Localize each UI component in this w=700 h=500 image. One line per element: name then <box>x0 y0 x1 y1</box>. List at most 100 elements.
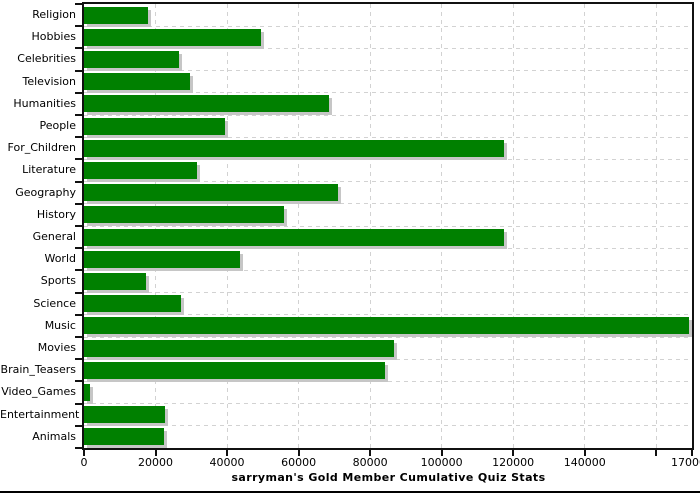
y-axis-tick <box>75 47 83 50</box>
y-axis-tick <box>75 447 83 449</box>
category-label: General <box>32 230 76 243</box>
gridline-horizontal <box>84 425 692 427</box>
category-label: World <box>44 252 76 266</box>
gridline-horizontal <box>84 403 692 405</box>
y-axis-tick <box>75 247 83 250</box>
bar-humanities <box>84 95 330 113</box>
gridline-horizontal <box>84 181 692 183</box>
gridline-horizontal <box>84 292 692 294</box>
gridline-horizontal <box>84 269 692 271</box>
y-axis-tick <box>75 114 83 116</box>
bar-movies <box>84 339 395 357</box>
y-axis-tick <box>75 25 83 28</box>
y-axis-tick <box>75 336 83 338</box>
gridline-horizontal <box>84 47 692 49</box>
x-axis-tick-label: 120000 <box>492 456 535 469</box>
gridline-horizontal <box>84 336 692 338</box>
x-axis-tick <box>83 450 85 456</box>
bar-music <box>84 317 690 335</box>
bar-science <box>84 295 181 313</box>
y-axis-tick <box>75 91 83 94</box>
gridline-horizontal <box>84 92 692 94</box>
bar-literature <box>84 162 198 179</box>
category-label: People <box>39 119 76 132</box>
category-label: For_Children <box>7 141 76 155</box>
category-label: Music <box>44 318 76 332</box>
category-label: Video_Games <box>1 385 76 399</box>
category-label: Science <box>33 296 76 310</box>
category-label: Celebrities <box>17 52 76 66</box>
bar-animals <box>84 428 164 446</box>
y-axis-tick <box>75 225 83 227</box>
bar-brain_teasers <box>84 361 386 379</box>
x-axis-tick-label: 20000 <box>138 456 174 469</box>
category-label: Animals <box>32 429 76 443</box>
x-axis-tick <box>154 450 157 456</box>
gridline-horizontal <box>84 380 692 382</box>
bar-television <box>84 73 190 91</box>
x-axis-tick-label: 80000 <box>352 456 388 469</box>
bar-religion <box>84 6 149 24</box>
x-axis-tick-label: 100000 <box>420 456 463 469</box>
x-axis-tick <box>583 450 586 456</box>
gridline-horizontal <box>84 25 692 27</box>
y-axis-tick <box>75 202 83 205</box>
x-axis-tick-label: 40000 <box>209 456 245 469</box>
y-axis-tick <box>75 69 83 72</box>
y-axis-tick <box>75 3 83 5</box>
x-axis-tick <box>226 450 229 456</box>
gridline-horizontal <box>84 203 692 205</box>
gridline-horizontal <box>84 314 692 316</box>
bar-for_children <box>84 139 504 157</box>
bar-video_games <box>84 384 90 401</box>
gridline-horizontal <box>84 358 692 360</box>
gridline-horizontal <box>84 158 692 160</box>
category-label: Entertainment <box>0 407 80 421</box>
category-label: Television <box>22 74 77 88</box>
bar-geography <box>84 184 339 202</box>
bar-people <box>84 117 226 135</box>
chart-title: sarryman's Gold Member Cumulative Quiz S… <box>231 471 546 484</box>
x-axis-tick <box>369 450 372 456</box>
y-axis-tick <box>75 136 83 139</box>
y-axis-tick <box>75 358 83 361</box>
category-label: Geography <box>15 185 76 199</box>
x-axis-tick-label: 170000 <box>671 456 700 469</box>
category-label: Literature <box>22 163 76 177</box>
bar-sports <box>84 273 146 290</box>
y-axis-tick <box>75 291 83 294</box>
bar-hobbies <box>84 28 262 46</box>
gridline-horizontal <box>84 136 692 138</box>
plot-area <box>82 2 694 450</box>
x-axis-tick <box>512 450 515 456</box>
y-axis-tick <box>75 313 83 316</box>
x-axis-tick-label: 0 <box>80 456 88 469</box>
category-label: Movies <box>37 341 76 354</box>
gridline-horizontal <box>84 225 692 227</box>
category-label: Sports <box>40 274 76 288</box>
y-axis-tick <box>75 380 83 383</box>
x-axis-tick <box>297 450 300 456</box>
y-axis-tick <box>75 158 83 161</box>
x-axis-tick-label: 60000 <box>281 456 317 469</box>
y-axis-tick <box>75 402 83 405</box>
bar-celebrities <box>84 51 180 68</box>
gridline-horizontal <box>84 70 692 72</box>
bar-entertainment <box>84 406 165 424</box>
x-axis-tick <box>440 450 443 456</box>
category-label: Humanities <box>13 96 76 110</box>
category-label: Religion <box>32 8 76 21</box>
y-axis-tick <box>75 424 83 427</box>
category-label: Brain_Teasers <box>0 363 76 377</box>
x-axis-tick-label: 140000 <box>563 456 606 469</box>
x-axis-tick <box>655 450 658 456</box>
x-axis-tick <box>691 450 693 456</box>
bottom-divider <box>0 491 700 493</box>
category-label: Hobbies <box>31 30 76 44</box>
bar-world <box>84 250 240 268</box>
gridline-horizontal <box>84 247 692 249</box>
bar-history <box>84 206 284 224</box>
y-axis-tick <box>75 180 83 183</box>
gridline-horizontal <box>84 114 692 116</box>
